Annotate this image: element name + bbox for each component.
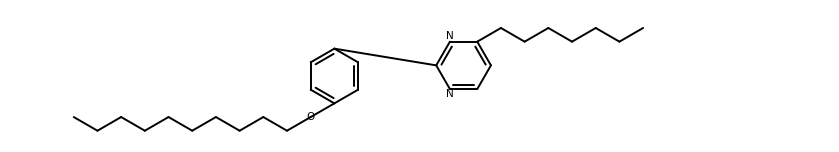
- Text: N: N: [446, 89, 454, 99]
- Text: O: O: [306, 112, 315, 122]
- Text: N: N: [446, 31, 454, 41]
